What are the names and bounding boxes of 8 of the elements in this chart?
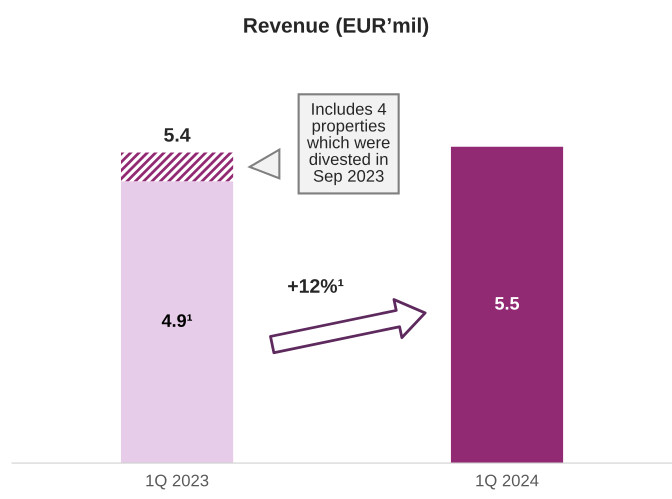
x-tick-label: 1Q 2024: [476, 474, 539, 490]
data-label: 5.5: [495, 297, 520, 310]
annotation: +12%¹: [288, 279, 344, 293]
x-tick-label: 1Q 2023: [146, 474, 208, 490]
chart-title: Revenue (EUR’mil): [244, 17, 428, 37]
annotation: Includes 4 properties which were divested in Sep 2023: [306, 102, 390, 186]
total-label: 5.4: [164, 128, 190, 142]
data-label: 4.9¹: [162, 314, 192, 328]
